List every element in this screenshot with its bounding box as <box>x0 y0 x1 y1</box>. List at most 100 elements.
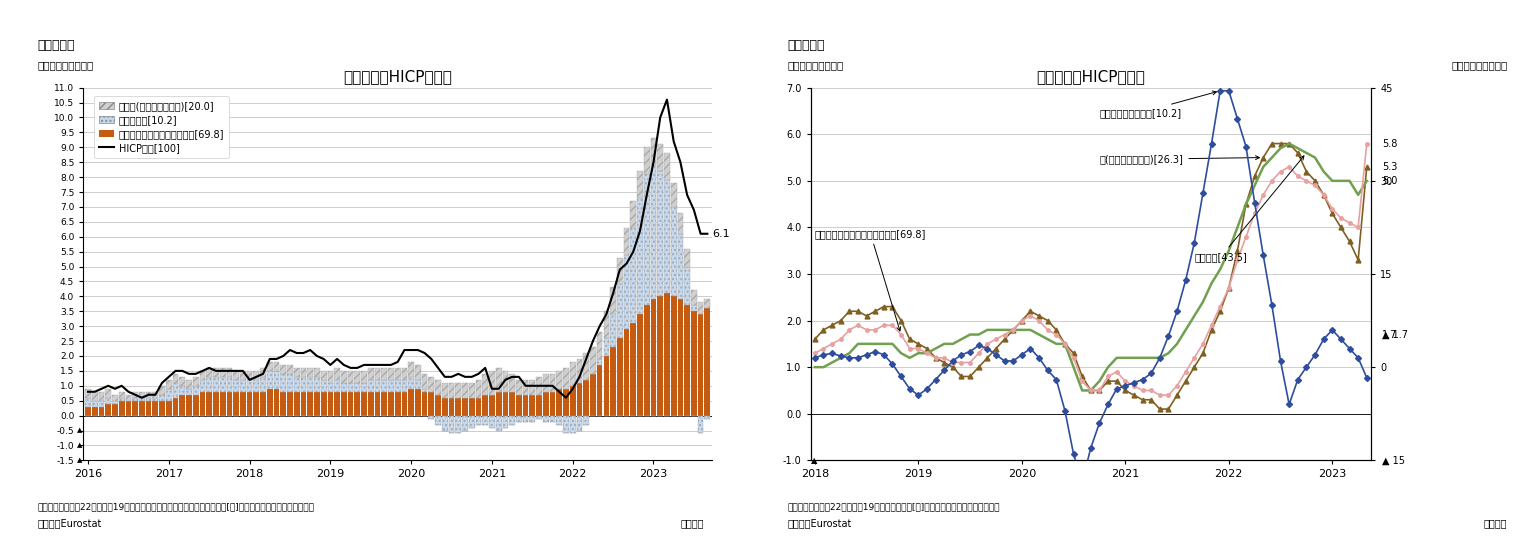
Bar <box>300 368 306 377</box>
Bar <box>603 356 609 415</box>
Bar <box>704 299 711 309</box>
Bar <box>395 380 400 392</box>
Bar <box>274 371 279 389</box>
Bar <box>261 368 267 377</box>
Bar <box>247 380 253 392</box>
Bar <box>314 368 320 377</box>
Text: （前年同月比、％）: （前年同月比、％） <box>1451 60 1507 71</box>
Bar <box>288 374 292 392</box>
Bar <box>98 392 105 401</box>
Bar <box>442 415 447 431</box>
Bar <box>341 392 347 415</box>
Bar <box>542 374 548 392</box>
Bar <box>118 398 124 401</box>
Bar <box>288 365 292 374</box>
Bar <box>355 371 361 383</box>
Bar <box>583 380 589 415</box>
Bar <box>658 144 664 171</box>
Bar <box>517 415 521 421</box>
Bar <box>92 401 97 407</box>
Bar <box>611 314 617 347</box>
Bar <box>589 347 595 374</box>
Bar <box>227 368 232 377</box>
Bar <box>388 380 394 392</box>
Bar <box>341 383 347 392</box>
Bar <box>583 415 589 425</box>
Bar <box>239 371 245 380</box>
Bar <box>368 368 374 380</box>
Text: サービス[43.5]: サービス[43.5] <box>1194 156 1304 262</box>
Bar <box>267 362 273 371</box>
Bar <box>327 383 333 392</box>
Text: （資料）Eurostat: （資料）Eurostat <box>788 518 851 528</box>
Bar <box>382 368 388 380</box>
Bar <box>495 368 501 392</box>
Bar <box>227 392 232 415</box>
Bar <box>698 314 703 415</box>
Bar <box>583 353 589 380</box>
Bar <box>597 359 603 365</box>
Bar <box>685 266 689 305</box>
Bar <box>658 296 664 415</box>
Bar <box>118 401 124 415</box>
Bar <box>704 415 711 419</box>
Bar <box>462 398 468 415</box>
Bar <box>139 398 145 401</box>
Bar <box>638 314 642 415</box>
Bar <box>529 415 535 421</box>
Bar <box>327 392 333 415</box>
Bar <box>167 389 171 401</box>
Bar <box>145 398 152 401</box>
Bar <box>442 383 447 398</box>
Text: （前年同月比、％）: （前年同月比、％） <box>38 60 94 71</box>
Bar <box>650 299 656 415</box>
Bar <box>327 371 333 383</box>
Bar <box>348 383 353 392</box>
Text: ▲ 1.7: ▲ 1.7 <box>1382 329 1409 340</box>
Bar <box>280 392 286 415</box>
Bar <box>314 392 320 415</box>
Bar <box>468 383 474 398</box>
Bar <box>577 415 582 431</box>
Bar <box>482 374 488 395</box>
Bar <box>167 401 171 415</box>
Bar <box>153 392 158 398</box>
Bar <box>261 377 267 392</box>
Bar <box>550 374 556 392</box>
Bar <box>173 383 179 398</box>
Bar <box>550 415 556 421</box>
Bar <box>206 392 212 415</box>
Bar <box>139 392 145 398</box>
Bar <box>664 180 670 293</box>
Bar <box>267 371 273 389</box>
Bar <box>401 380 408 392</box>
Bar <box>233 392 239 415</box>
Bar <box>677 234 683 299</box>
Bar <box>536 415 542 419</box>
Bar <box>145 392 152 398</box>
Bar <box>570 386 576 415</box>
Bar <box>206 377 212 392</box>
Bar <box>186 380 192 389</box>
Bar <box>206 368 212 377</box>
Bar <box>495 392 501 415</box>
Bar <box>529 395 535 415</box>
Bar <box>638 171 642 198</box>
Text: エネルギーと飲食料を除く総合[69.8]: エネルギーと飲食料を除く総合[69.8] <box>815 229 926 331</box>
Text: （図表１）: （図表１） <box>38 39 76 52</box>
Bar <box>233 371 239 380</box>
Bar <box>564 389 568 415</box>
Bar <box>617 284 623 338</box>
Bar <box>139 401 145 415</box>
Bar <box>308 377 314 392</box>
Bar <box>611 347 617 415</box>
Bar <box>374 368 380 380</box>
Bar <box>112 395 118 401</box>
Bar <box>489 395 495 415</box>
Bar <box>503 371 508 392</box>
Bar <box>126 395 132 401</box>
Bar <box>421 392 427 415</box>
Bar <box>341 371 347 383</box>
Bar <box>321 392 327 415</box>
Bar <box>550 392 556 415</box>
